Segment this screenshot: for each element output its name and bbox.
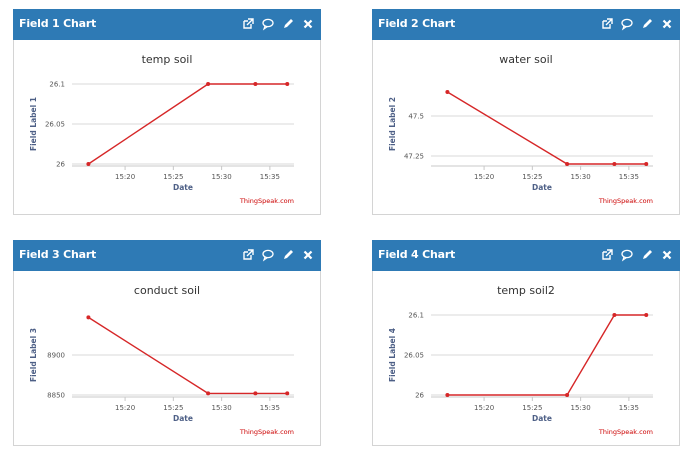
data-point[interactable] — [206, 82, 211, 86]
y-tick-label: 47.5 — [408, 113, 424, 121]
x-tick-label: 15:30 — [212, 404, 232, 412]
chart-title: temp soil2 — [497, 284, 555, 297]
chart-area: temp soil2 26 26.05 26.1 15:20 15:25 15:30 15:3… — [373, 271, 679, 445]
x-tick-label: 15:20 — [115, 404, 135, 412]
y-tick-label: 26.05 — [404, 352, 424, 360]
y-tick-label: 8900 — [47, 352, 65, 360]
y-axis-label: Field Label 4 — [388, 328, 397, 382]
y-tick-label: 26 — [415, 392, 424, 400]
x-tick-label: 15:30 — [571, 173, 591, 181]
data-point[interactable] — [285, 391, 290, 396]
data-point[interactable] — [86, 162, 91, 166]
chart-title: water soil — [499, 53, 552, 66]
x-tick-label: 15:30 — [571, 404, 591, 412]
x-tick-label: 15:25 — [163, 173, 183, 181]
external-link-icon[interactable] — [241, 248, 255, 262]
y-axis-label: Field Label 3 — [29, 328, 38, 382]
external-link-icon[interactable] — [600, 17, 614, 31]
y-tick-label: 47.25 — [404, 153, 424, 161]
comment-icon[interactable] — [620, 17, 634, 31]
data-point[interactable] — [612, 313, 617, 317]
thingspeak-credit-link[interactable]: ThingSpeak.com — [239, 197, 294, 205]
data-point[interactable] — [445, 90, 450, 94]
external-link-icon[interactable] — [600, 248, 614, 262]
chart-panel-field-2: Field 2 Chart water soil 47.25 47.5 15:20 15… — [372, 9, 680, 215]
data-point[interactable] — [253, 391, 258, 396]
close-icon[interactable] — [301, 17, 315, 31]
y-tick-label: 26.1 — [49, 81, 65, 89]
y-tick-label: 26.05 — [45, 121, 65, 129]
chart-panel-field-1: Field 1 Chart temp soil 26 26.05 26.1 15:20 1… — [13, 9, 321, 215]
close-icon[interactable] — [660, 17, 674, 31]
thingspeak-credit-link[interactable]: ThingSpeak.com — [239, 428, 294, 436]
comment-icon[interactable] — [261, 248, 275, 262]
panel-title: Field 2 Chart — [378, 17, 456, 30]
chart-title: conduct soil — [134, 284, 200, 297]
data-point[interactable] — [612, 162, 617, 166]
close-icon[interactable] — [660, 248, 674, 262]
series-line — [88, 316, 288, 395]
edit-icon[interactable] — [281, 248, 295, 262]
y-axis-label: Field Label 1 — [29, 97, 38, 151]
thingspeak-credit-link[interactable]: ThingSpeak.com — [598, 197, 653, 205]
y-axis-label: Field Label 2 — [388, 97, 397, 151]
close-icon[interactable] — [301, 248, 315, 262]
data-point[interactable] — [445, 393, 450, 397]
panel-header: Field 3 Chart — [13, 240, 321, 271]
panel-title: Field 3 Chart — [19, 248, 97, 261]
x-axis-label: Date — [173, 183, 193, 192]
panel-header: Field 1 Chart — [13, 9, 321, 40]
data-point[interactable] — [644, 162, 649, 166]
data-point[interactable] — [206, 391, 211, 396]
data-point[interactable] — [565, 393, 570, 397]
panel-title: Field 4 Chart — [378, 248, 456, 261]
chart-panel-field-4: Field 4 Chart temp soil2 26 26.05 26.1 15:20… — [372, 240, 680, 446]
x-tick-label: 15:30 — [212, 173, 232, 181]
y-tick-label: 26.1 — [408, 312, 424, 320]
x-tick-label: 15:25 — [522, 173, 542, 181]
data-point[interactable] — [253, 82, 258, 86]
x-axis-label: Date — [173, 414, 193, 423]
chart-panel-field-3: Field 3 Chart conduct soil 8850 8900 15:20 1… — [13, 240, 321, 446]
data-point[interactable] — [86, 315, 91, 320]
thingspeak-credit-link[interactable]: ThingSpeak.com — [598, 428, 653, 436]
chart-area: water soil 47.25 47.5 15:20 15:25 15:30 15:35 D… — [373, 40, 679, 214]
x-tick-label: 15:35 — [619, 173, 639, 181]
edit-icon[interactable] — [640, 248, 654, 262]
chart-area: temp soil 26 26.05 26.1 15:20 15:25 15:30 15:35… — [14, 40, 320, 214]
x-tick-label: 15:25 — [163, 404, 183, 412]
x-tick-label: 15:35 — [260, 404, 280, 412]
comment-icon[interactable] — [620, 248, 634, 262]
edit-icon[interactable] — [640, 17, 654, 31]
data-point[interactable] — [565, 162, 570, 166]
x-axis-label: Date — [532, 414, 552, 423]
chart-area: conduct soil 8850 8900 15:20 15:25 15:30 15:35… — [14, 271, 320, 445]
x-tick-label: 15:20 — [115, 173, 135, 181]
y-tick-label: 8850 — [47, 392, 65, 400]
panel-title: Field 1 Chart — [19, 17, 97, 30]
panel-header: Field 4 Chart — [372, 240, 680, 271]
y-tick-label: 26 — [56, 161, 65, 169]
x-tick-label: 15:20 — [474, 173, 494, 181]
x-tick-label: 15:35 — [619, 404, 639, 412]
series-line — [88, 83, 288, 165]
data-point[interactable] — [644, 313, 649, 317]
x-axis-label: Date — [532, 183, 552, 192]
comment-icon[interactable] — [261, 17, 275, 31]
chart-title: temp soil — [142, 53, 193, 66]
series-line — [447, 314, 647, 396]
x-tick-label: 15:35 — [260, 173, 280, 181]
edit-icon[interactable] — [281, 17, 295, 31]
x-tick-label: 15:25 — [522, 404, 542, 412]
series-line — [447, 91, 647, 165]
x-tick-label: 15:20 — [474, 404, 494, 412]
data-point[interactable] — [285, 82, 290, 86]
panel-header: Field 2 Chart — [372, 9, 680, 40]
external-link-icon[interactable] — [241, 17, 255, 31]
